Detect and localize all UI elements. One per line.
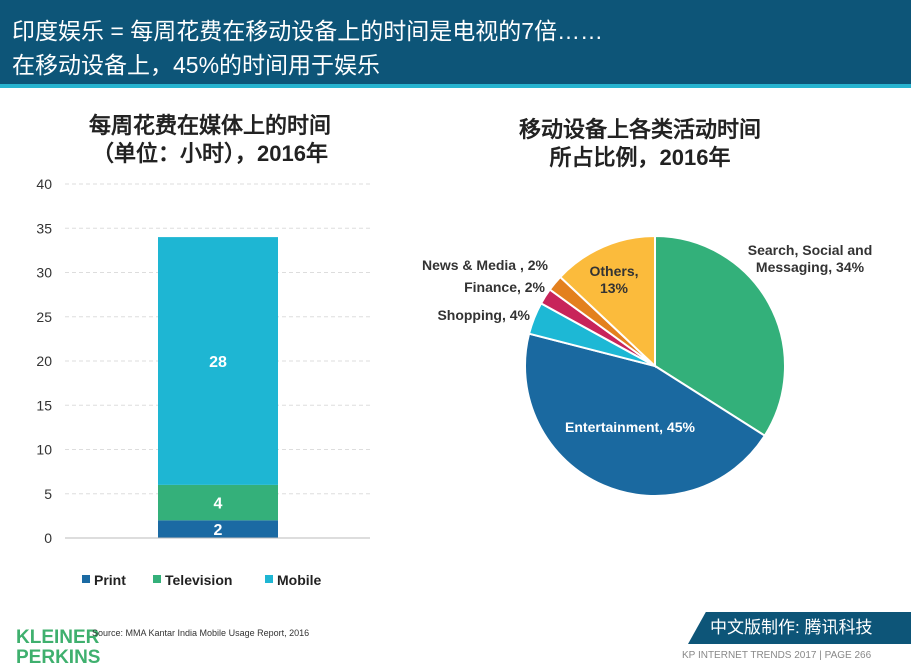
pie-slice	[558, 234, 656, 369]
y-tick-label: 35	[36, 220, 52, 236]
bar-data-label: 2	[214, 522, 223, 539]
header: 印度娱乐 = 每周花费在移动设备上的时间是电视的7倍…… 在移动设备上，45%的…	[0, 0, 911, 88]
bar-television	[158, 484, 278, 521]
header-line1: 印度娱乐 = 每周花费在移动设备上的时间是电视的7倍……	[12, 18, 604, 44]
y-tick-label: 20	[36, 353, 52, 369]
legend-swatch	[265, 575, 273, 583]
legend-swatch	[153, 575, 161, 583]
pie-slice	[524, 332, 767, 497]
pie-label: News & Media , 2%	[422, 257, 549, 273]
y-tick-label: 10	[36, 442, 52, 458]
legend-swatch	[82, 575, 90, 583]
legend-label: Mobile	[277, 572, 322, 588]
legend-label: Television	[165, 572, 232, 588]
bar-print	[158, 520, 278, 538]
bar-mobile	[158, 237, 278, 485]
page-footer: KP INTERNET TRENDS 2017 | PAGE 266	[682, 650, 872, 661]
bar-data-label: 28	[209, 354, 227, 371]
source-note: Source: MMA Kantar India Mobile Usage Re…	[92, 628, 310, 638]
y-tick-label: 25	[36, 309, 52, 325]
y-tick-label: 0	[44, 530, 52, 546]
pie-label: Shopping, 4%	[437, 307, 530, 323]
legend-label: Print	[94, 572, 126, 588]
pie-label: Search, Social and Messaging, 34%	[748, 242, 873, 275]
pie-label: Finance, 2%	[464, 279, 545, 295]
kleiner-perkins-logo: KLEINER PERKINS	[16, 627, 101, 668]
y-tick-label: 15	[36, 397, 52, 413]
bar-chart-title: 每周花费在媒体上的时间 （单位：小时），2016年	[88, 113, 331, 166]
bar-data-label: 4	[214, 496, 223, 513]
y-tick-label: 30	[36, 265, 52, 281]
pie-chart-title: 移动设备上各类活动时间 所占比例，2016年	[518, 117, 761, 170]
y-tick-label: 40	[36, 176, 52, 192]
header-line2: 在移动设备上，45%的时间用于娱乐	[12, 52, 381, 78]
pie-label: Others, 13%	[589, 263, 638, 296]
y-tick-label: 5	[44, 486, 52, 502]
tencent-badge: 中文版制作: 腾讯科技	[688, 612, 911, 644]
pie-label: Entertainment, 45%	[565, 419, 695, 435]
